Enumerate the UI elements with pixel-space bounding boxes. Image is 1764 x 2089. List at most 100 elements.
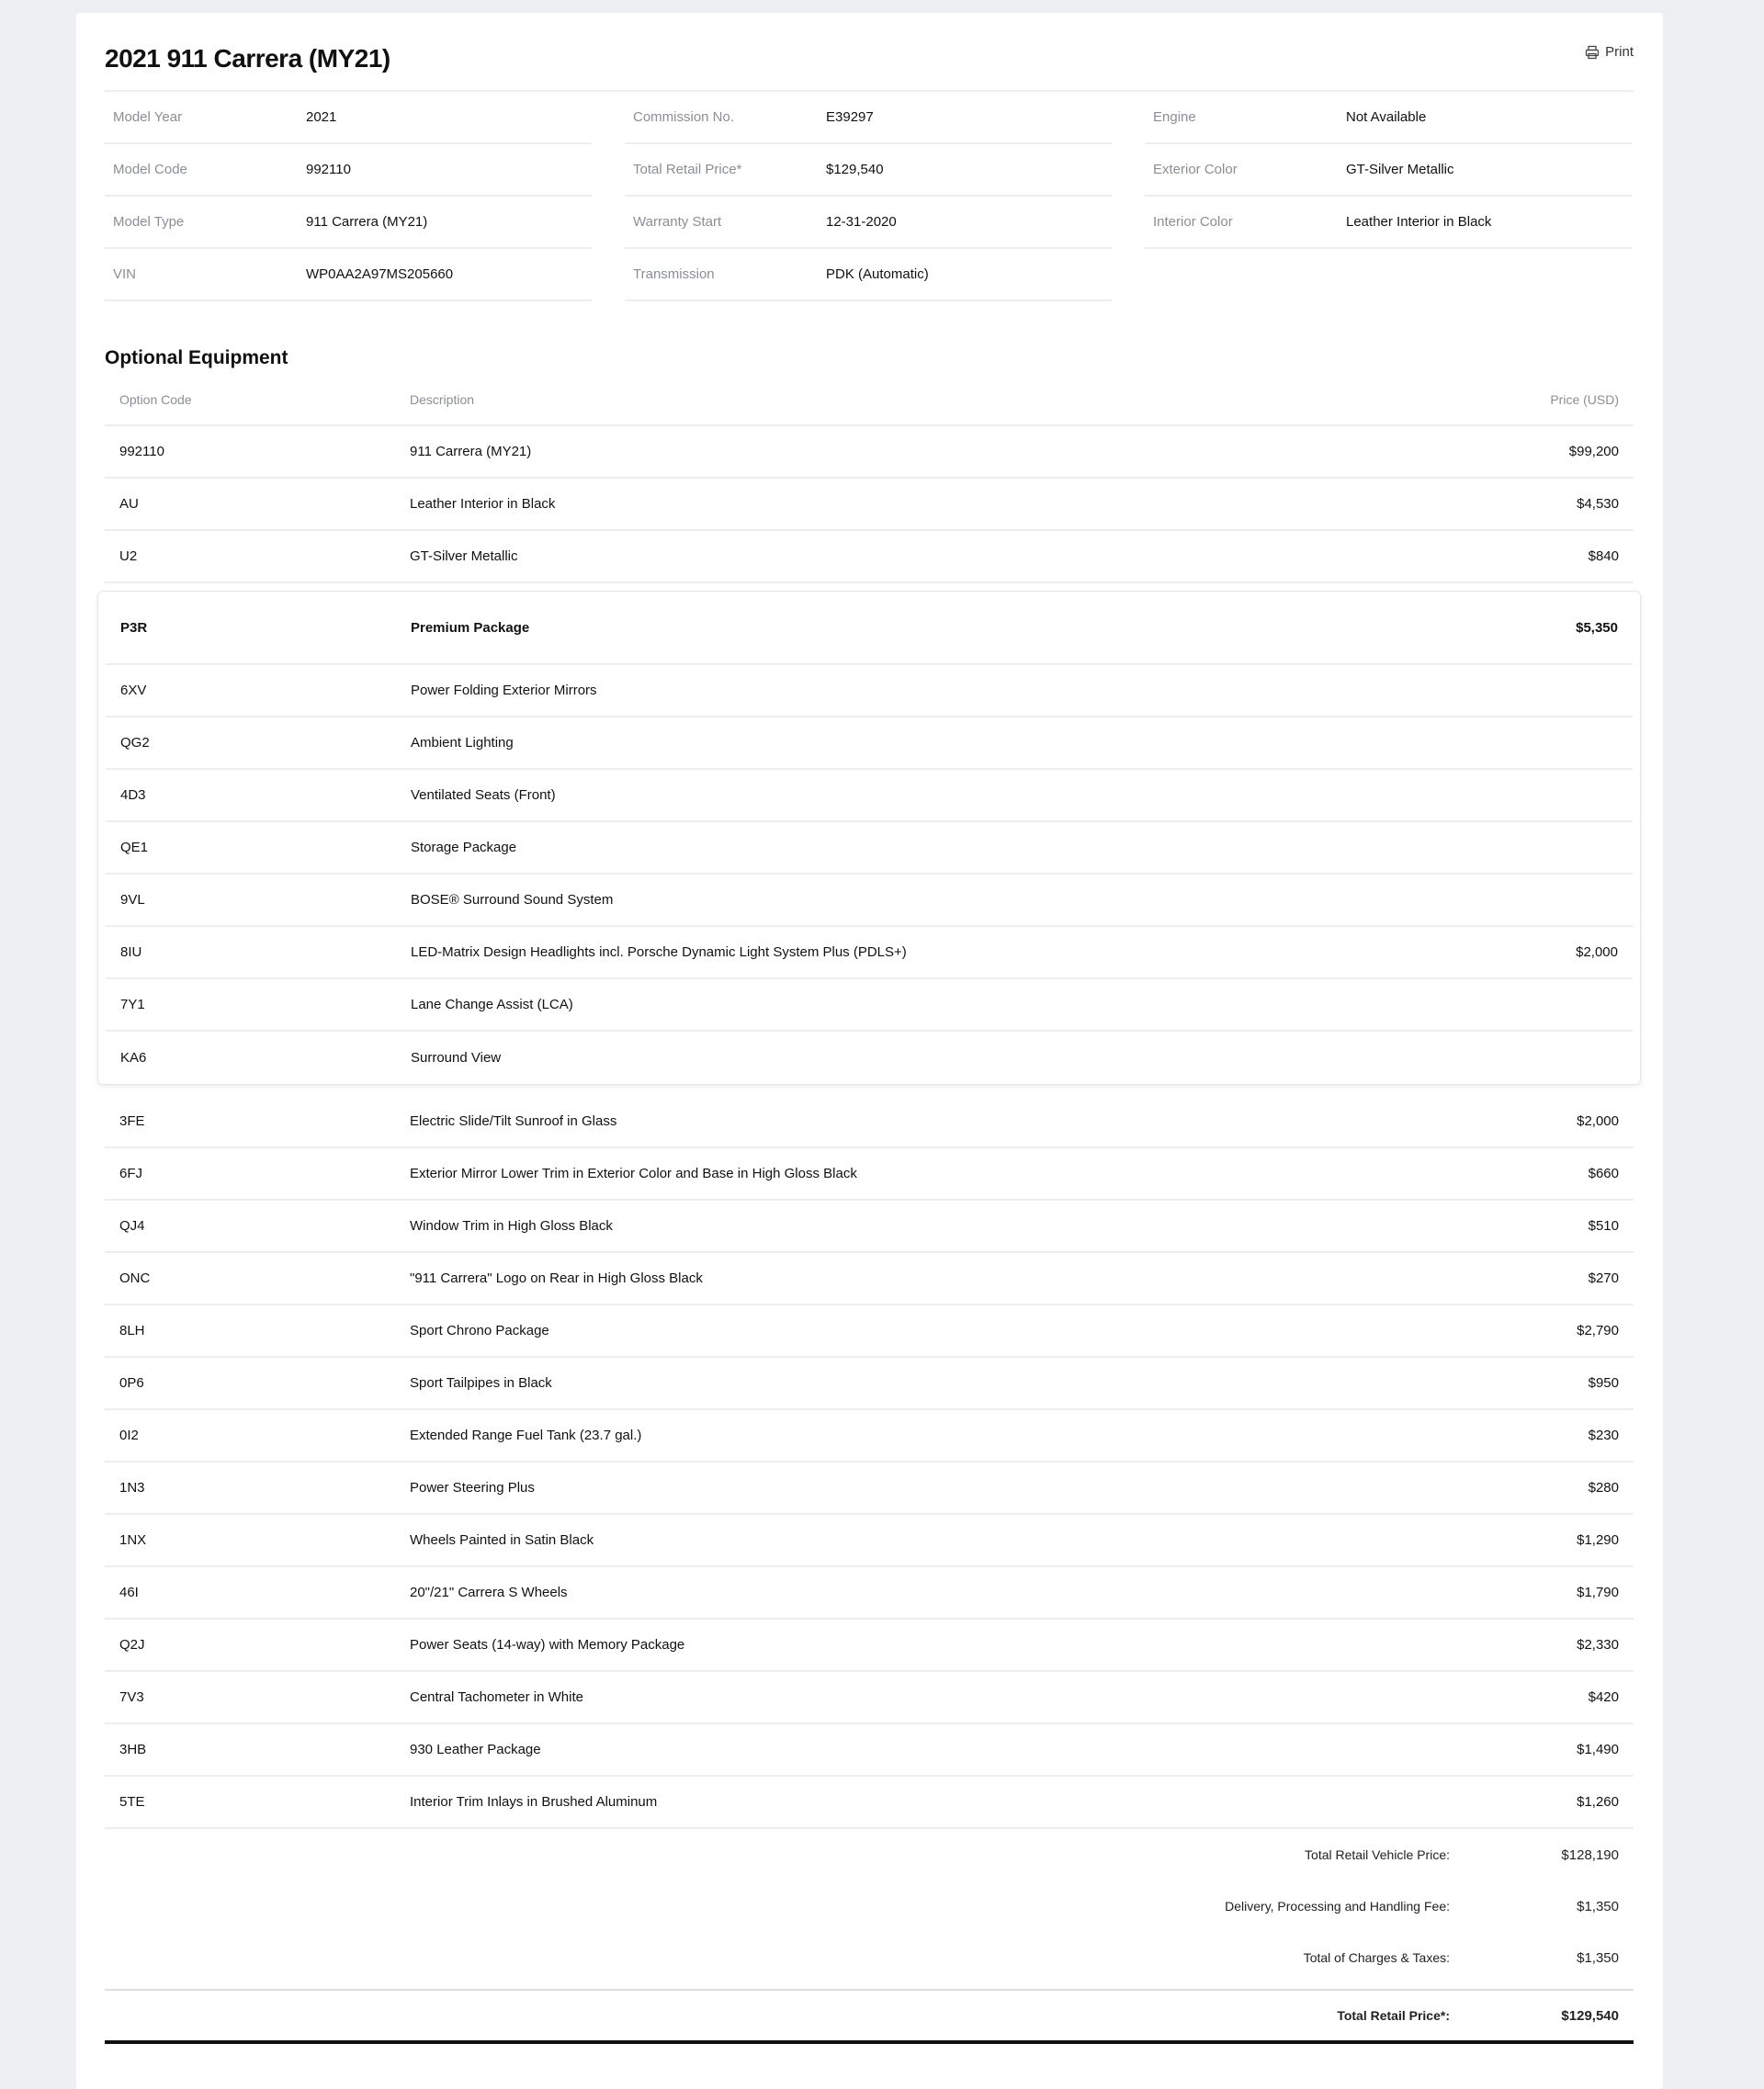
table-row: 9VL BOSE® Surround Sound System — [106, 875, 1633, 927]
option-description: Storage Package — [411, 840, 517, 855]
package-header-row: P3R Premium Package $5,350 — [106, 592, 1633, 665]
final-total-value: $129,540 — [1561, 2007, 1619, 2024]
detail-value: $129,540 — [826, 162, 884, 177]
detail-field: Exterior Color GT-Silver Metallic — [1145, 144, 1632, 197]
option-description: Extended Range Fuel Tank (23.7 gal.) — [410, 1428, 642, 1443]
option-code: P3R — [120, 619, 148, 636]
table-row: 8LH Sport Chrono Package $2,790 — [105, 1305, 1634, 1358]
option-code: 9VL — [120, 892, 145, 908]
table-row: QJ4 Window Trim in High Gloss Black $510 — [105, 1201, 1634, 1253]
detail-value: 911 Carrera (MY21) — [306, 214, 428, 230]
total-line: Total Retail Vehicle Price: $128,190 — [105, 1829, 1634, 1880]
detail-label: Transmission — [633, 266, 715, 282]
option-price: $2,790 — [1577, 1323, 1619, 1338]
column-header-description: Description — [410, 392, 475, 407]
option-description: Ambient Lighting — [411, 735, 514, 751]
option-code: 5TE — [119, 1794, 145, 1810]
table-row: AU Leather Interior in Black $4,530 — [105, 479, 1634, 531]
table-header: Option Code Description Price (USD) — [105, 375, 1634, 426]
total-line: Total of Charges & Taxes: $1,350 — [105, 1932, 1634, 1983]
section-heading: Optional Equipment — [105, 347, 288, 368]
option-description: 930 Leather Package — [410, 1742, 541, 1757]
option-code: 6XV — [120, 683, 147, 698]
details-grid: Model Year 2021 Commission No. E39297 Engine… — [105, 92, 1634, 301]
detail-value: PDK (Automatic) — [826, 266, 929, 282]
table-row: 5TE Interior Trim Inlays in Brushed Alumi… — [105, 1777, 1634, 1829]
print-button[interactable]: Print — [1585, 44, 1634, 60]
table-row: 7Y1 Lane Change Assist (LCA) — [106, 979, 1633, 1032]
empty-cell — [1145, 249, 1632, 301]
detail-field: Interior Color Leather Interior in Black — [1145, 197, 1632, 249]
option-price: $4,530 — [1577, 496, 1619, 512]
detail-label: Commission No. — [633, 109, 735, 125]
page-title: 2021 911 Carrera (MY21) — [105, 44, 390, 73]
table-row: 4D3 Ventilated Seats (Front) — [106, 770, 1633, 822]
option-description: Window Trim in High Gloss Black — [410, 1218, 613, 1234]
detail-label: Interior Color — [1153, 214, 1233, 230]
detail-label: Model Year — [113, 109, 183, 125]
final-total: Total Retail Price*: $129,540 — [105, 1989, 1634, 2044]
detail-field: Commission No. E39297 — [625, 92, 1112, 144]
detail-field: Model Code 992110 — [105, 144, 592, 197]
option-price: $660 — [1588, 1166, 1619, 1181]
option-code: 4D3 — [120, 787, 146, 803]
detail-field: Model Year 2021 — [105, 92, 592, 144]
detail-label: Engine — [1153, 109, 1196, 125]
total-label: Total of Charges & Taxes: — [1303, 1950, 1450, 1965]
option-code: 0I2 — [119, 1428, 139, 1443]
option-price: $950 — [1588, 1375, 1619, 1391]
detail-value: GT-Silver Metallic — [1346, 162, 1454, 177]
optional-equipment-table: Option Code Description Price (USD) 992110 9… — [97, 375, 1641, 2044]
vehicle-details-card: 2021 911 Carrera (MY21) Print Model Year… — [76, 13, 1663, 2089]
option-description: Lane Change Assist (LCA) — [411, 997, 573, 1012]
detail-field: Transmission PDK (Automatic) — [625, 249, 1112, 301]
total-value: $1,350 — [1577, 1898, 1619, 1914]
table-row: Q2J Power Seats (14-way) with Memory Pack… — [105, 1620, 1634, 1672]
detail-label: VIN — [113, 266, 137, 282]
option-description: Exterior Mirror Lower Trim in Exterior C… — [410, 1166, 857, 1181]
option-price: $280 — [1588, 1480, 1619, 1496]
option-description: Ventilated Seats (Front) — [411, 787, 556, 803]
table-row: KA6 Surround View — [106, 1032, 1633, 1084]
table-row: 1N3 Power Steering Plus $280 — [105, 1462, 1634, 1515]
option-description: Surround View — [411, 1050, 502, 1066]
package-group: P3R Premium Package $5,350 6XV Power Folding… — [97, 591, 1641, 1085]
table-row: 3FE Electric Slide/Tilt Sunroof in Glass $… — [105, 1096, 1634, 1148]
option-price: $510 — [1588, 1218, 1619, 1234]
option-description: Interior Trim Inlays in Brushed Aluminum — [410, 1794, 658, 1810]
option-code: 0P6 — [119, 1375, 144, 1391]
detail-value: E39297 — [826, 109, 874, 125]
detail-label: Model Type — [113, 214, 185, 230]
detail-label: Model Code — [113, 162, 187, 177]
table-row: 3HB 930 Leather Package $1,490 — [105, 1724, 1634, 1777]
detail-value: 12-31-2020 — [826, 214, 897, 230]
option-description: 20"/21" Carrera S Wheels — [410, 1585, 568, 1600]
option-description: 911 Carrera (MY21) — [410, 444, 532, 459]
table-row: 6FJ Exterior Mirror Lower Trim in Exterio… — [105, 1148, 1634, 1201]
option-price: $230 — [1588, 1428, 1619, 1443]
option-code: AU — [119, 496, 139, 512]
detail-field: Engine Not Available — [1145, 92, 1632, 144]
option-description: LED-Matrix Design Headlights incl. Porsc… — [411, 944, 907, 960]
option-code: 1N3 — [119, 1480, 145, 1496]
divider — [105, 90, 1634, 92]
table-row: QG2 Ambient Lighting — [106, 717, 1633, 770]
option-description: Power Seats (14-way) with Memory Package — [410, 1637, 685, 1653]
table-row: 0P6 Sport Tailpipes in Black $950 — [105, 1358, 1634, 1410]
option-code: 46I — [119, 1585, 139, 1600]
option-description: "911 Carrera" Logo on Rear in High Gloss… — [410, 1270, 703, 1286]
option-description: BOSE® Surround Sound System — [411, 892, 614, 908]
detail-label: Total Retail Price* — [633, 162, 742, 177]
option-price: $5,350 — [1576, 619, 1618, 636]
final-total-label: Total Retail Price*: — [1337, 2008, 1450, 2023]
detail-field: Model Type 911 Carrera (MY21) — [105, 197, 592, 249]
option-code: U2 — [119, 548, 138, 564]
option-code: 7Y1 — [120, 997, 145, 1012]
option-code: QG2 — [120, 735, 150, 751]
option-code: 8LH — [119, 1323, 145, 1338]
detail-value: WP0AA2A97MS205660 — [306, 266, 454, 282]
detail-field: Warranty Start 12-31-2020 — [625, 197, 1112, 249]
option-price: $420 — [1588, 1689, 1619, 1705]
detail-value: Leather Interior in Black — [1346, 214, 1492, 230]
option-description: Leather Interior in Black — [410, 496, 556, 512]
